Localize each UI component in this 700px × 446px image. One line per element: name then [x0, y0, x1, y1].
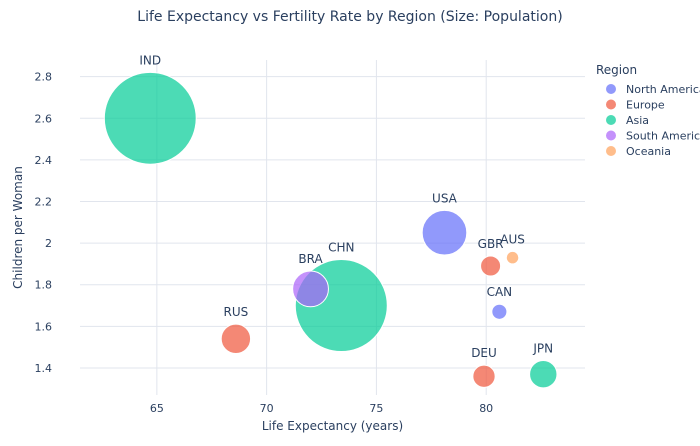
- x-tick-label: 65: [150, 402, 164, 415]
- chart-title: Life Expectancy vs Fertility Rate by Reg…: [137, 9, 562, 25]
- y-axis-ticks: 1.4 1.6 1.8 2 2.2 2.4 2.6 2.8: [35, 71, 53, 375]
- x-axis-ticks: 65 70 75 80: [150, 402, 493, 415]
- bubble-label-deu: DEU: [471, 346, 497, 360]
- legend-marker-oceania: [606, 146, 616, 156]
- y-tick-label: 2.8: [35, 71, 53, 84]
- y-tick-label: 2.4: [35, 154, 53, 167]
- y-tick-label: 1.6: [35, 320, 53, 333]
- bubble-label-bra: BRA: [298, 252, 323, 266]
- x-tick-label: 70: [260, 402, 274, 415]
- legend-marker-south-america: [606, 130, 616, 141]
- legend-marker-north-america: [606, 84, 616, 94]
- bubble-bra: [292, 270, 329, 308]
- x-tick-label: 75: [369, 402, 383, 415]
- legend-label-europe: Europe: [626, 99, 665, 112]
- legend-label-oceania: Oceania: [626, 145, 671, 158]
- y-tick-label: 2: [45, 237, 52, 250]
- bubble-rus: [220, 323, 252, 355]
- legend: Region North America Europe Asia South Amer…: [596, 63, 700, 158]
- y-tick-label: 1.8: [35, 279, 53, 292]
- bubble-label-gbr: GBR: [478, 237, 504, 251]
- legend-label-asia: Asia: [626, 114, 649, 127]
- legend-label-north-america: North America: [626, 83, 700, 96]
- bubble-label-chn: CHN: [328, 241, 354, 255]
- x-tick-label: 80: [479, 402, 493, 415]
- x-axis-title: Life Expectancy (years): [262, 419, 403, 433]
- bubble-label-usa: USA: [432, 191, 458, 205]
- bubble-label-can: CAN: [487, 285, 513, 299]
- bubble-gbr: [480, 255, 502, 277]
- bubble-label-aus: AUS: [500, 232, 525, 246]
- y-tick-label: 1.4: [35, 362, 53, 375]
- bubbles: [103, 71, 558, 389]
- legend-marker-asia: [606, 115, 616, 125]
- bubble-labels: CHN IND USA BRA RUS JPN DEU GBR CAN AUS: [139, 53, 553, 360]
- bubble-aus: [505, 250, 520, 265]
- legend-label-south-america: South America: [626, 130, 700, 143]
- bubble-label-ind: IND: [139, 53, 161, 67]
- bubble-can: [491, 303, 508, 320]
- legend-title: Region: [596, 63, 637, 77]
- bubble-label-jpn: JPN: [532, 342, 553, 356]
- bubble-jpn: [529, 360, 558, 389]
- y-tick-label: 2.6: [35, 112, 53, 125]
- y-axis-title: Children per Woman: [11, 166, 25, 289]
- y-tick-label: 2.2: [35, 195, 53, 208]
- bubble-usa: [421, 209, 468, 256]
- bubble-label-rus: RUS: [224, 305, 249, 319]
- legend-marker-europe: [606, 99, 616, 110]
- bubble-ind: [103, 71, 197, 165]
- bubble-deu: [472, 364, 496, 388]
